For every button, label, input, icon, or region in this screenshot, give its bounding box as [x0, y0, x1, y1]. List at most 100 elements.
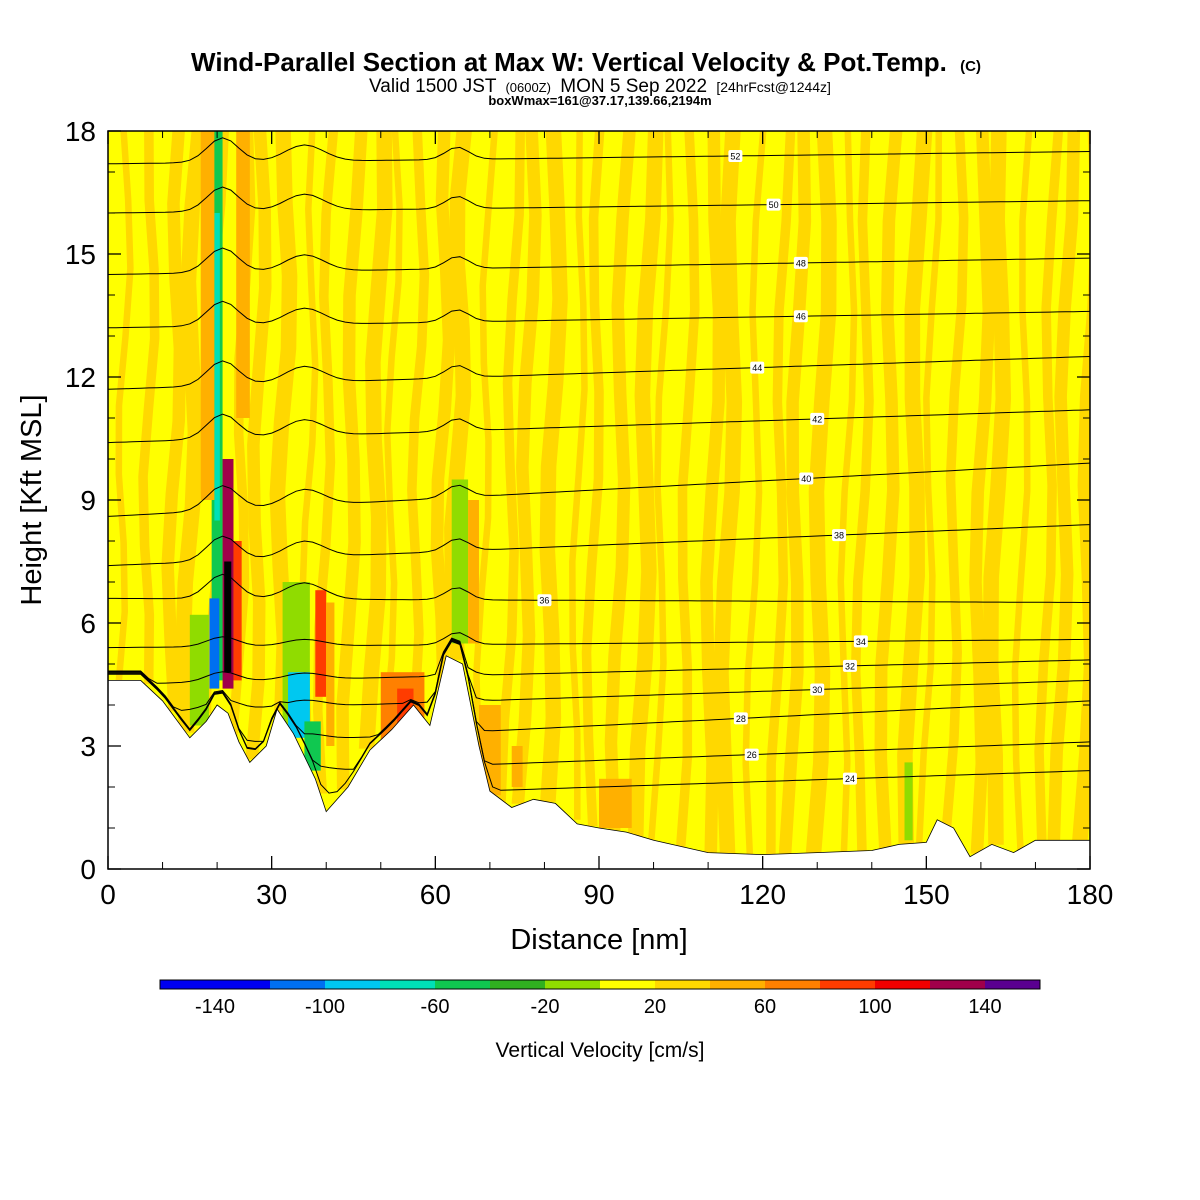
chart-subtitle-2: boxWmax=161@37.17,139.66,2194m	[488, 93, 711, 108]
updraft-band	[381, 131, 403, 734]
chart-subtitle: Valid 1500 JST (0600Z) MON 5 Sep 2022 [2…	[369, 76, 831, 97]
colorbar-swatch	[875, 980, 930, 989]
colorbar-swatch	[930, 980, 985, 989]
velocity-cell	[451, 479, 469, 644]
colorbar-swatch	[160, 980, 215, 989]
colorbar-swatch	[380, 980, 435, 989]
updraft-band	[675, 131, 700, 847]
contour-label-text: 34	[856, 637, 866, 647]
updraft-band	[569, 131, 588, 820]
updraft-band	[874, 131, 903, 849]
contour-label-box	[853, 635, 868, 648]
contour-label: 26	[744, 748, 759, 761]
x-tick-label: 30	[256, 879, 287, 910]
y-tick-label: 15	[65, 239, 96, 270]
colorbar-tick-label: -20	[531, 996, 560, 1018]
colorbar-label: Vertical Velocity [cm/s]	[496, 1039, 705, 1062]
colorbar-swatch	[765, 980, 820, 989]
contour-label-text: 46	[796, 312, 806, 322]
updraft-band	[837, 131, 858, 852]
potential-temperature-contours	[108, 137, 1090, 794]
terrain	[107, 655, 1091, 870]
contour-label: 30	[810, 683, 825, 696]
terrain-mask	[107, 655, 1091, 870]
contour-label: 34	[853, 635, 868, 648]
velocity-cell	[189, 614, 209, 726]
contour-label: 38	[832, 529, 847, 542]
x-tick-label: 0	[100, 879, 116, 910]
colorbar-swatch	[435, 980, 490, 989]
updraft-band	[174, 131, 208, 733]
x-tick-label: 60	[420, 879, 451, 910]
updraft-band	[581, 131, 605, 827]
subtitle-utc: (0600Z)	[505, 80, 551, 95]
theta-contour	[108, 638, 1090, 711]
x-tick-label: 150	[903, 879, 950, 910]
velocity-cell	[468, 500, 479, 644]
updraft-band	[627, 131, 664, 837]
y-tick-label: 6	[80, 608, 96, 639]
updraft-band	[473, 131, 498, 751]
velocity-cell	[214, 213, 220, 521]
updraft-band	[742, 131, 767, 855]
updraft-band	[1034, 131, 1064, 841]
contour-label: 36	[537, 594, 552, 607]
velocity-cell	[511, 746, 523, 787]
theta-contour	[108, 247, 1090, 275]
contour-label-box	[744, 748, 759, 761]
contour-label-text: 38	[834, 531, 844, 541]
colorbar-tick-label: 60	[754, 996, 776, 1018]
updraft-band	[1011, 131, 1033, 851]
contour-label: 28	[733, 712, 748, 725]
subtitle-date: MON 5 Sep 2022	[560, 76, 707, 97]
theta-contour	[108, 137, 1090, 165]
velocity-cell	[904, 762, 913, 841]
updraft-band	[539, 131, 568, 802]
velocity-cell	[315, 590, 327, 697]
velocity-cell	[236, 131, 250, 418]
y-tick-label: 0	[80, 854, 96, 885]
subtitle-forecast: [24hrFcst@1244z]	[716, 79, 831, 95]
contour-label-text: 26	[747, 750, 757, 760]
contour-label-text: 42	[812, 414, 822, 424]
updraft-band	[916, 131, 943, 843]
chart-title-main: Wind-Parallel Section at Max W: Vertical…	[191, 47, 947, 77]
contour-label-box	[766, 198, 781, 211]
velocity-cell	[233, 541, 242, 681]
updraft-band	[115, 131, 134, 681]
contour-label: 32	[842, 659, 857, 672]
vertical-velocity-cells	[189, 131, 913, 841]
theta-contour	[108, 524, 1090, 567]
contour-label-text: 50	[769, 200, 779, 210]
y-tick-label: 18	[65, 116, 96, 147]
contour-label-box	[537, 594, 552, 607]
contour-label-box	[750, 361, 765, 374]
updraft-band	[805, 131, 837, 853]
updraft-band	[1047, 131, 1081, 841]
colorbar-swatch	[325, 980, 380, 989]
y-tick-label: 12	[65, 362, 96, 393]
x-tick-label: 90	[583, 879, 614, 910]
contour-label-box	[810, 683, 825, 696]
contour-label-box	[793, 310, 808, 323]
colorbar-swatch	[545, 980, 600, 989]
colorbar-swatch	[820, 980, 875, 989]
updraft-band	[245, 131, 272, 760]
y-tick-label: 9	[80, 485, 96, 516]
velocity-cell	[209, 598, 220, 689]
colorbar-swatch	[600, 980, 655, 989]
contour-label-box	[810, 412, 825, 425]
velocity-cell	[326, 602, 335, 746]
contour-label-box	[842, 772, 857, 785]
colorbar-tick-label: -60	[421, 996, 450, 1018]
y-tick-label: 3	[80, 731, 96, 762]
updraft-band	[700, 131, 726, 853]
theta-contour	[108, 409, 1090, 444]
updraft-band	[850, 131, 874, 852]
theta-contour	[108, 356, 1090, 390]
contour-label-box	[728, 149, 743, 162]
contour-label-text: 24	[845, 774, 855, 784]
updraft-band	[444, 131, 472, 660]
theta-contour	[108, 639, 1090, 742]
colorbar-tick-label: 140	[968, 996, 1001, 1018]
